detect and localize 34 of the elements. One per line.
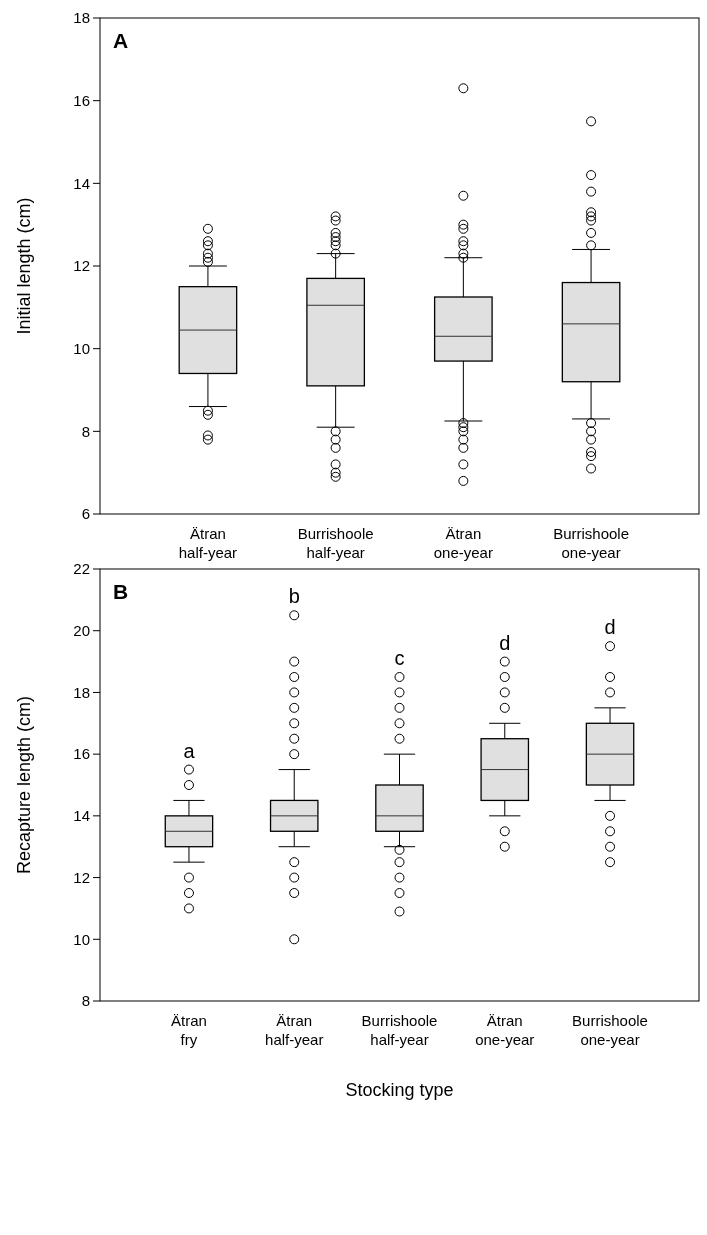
annotation: a [183,739,196,762]
x-tick-label: Burrishoole one-year [553,525,630,561]
x-tick-label: Burrishoole half-year [361,1012,438,1048]
y-tick-label: 12 [73,257,90,275]
y-axis-title: Initial length (cm) [14,197,34,335]
y-tick-label: 18 [73,9,90,27]
x-tick-label: Ätran fry [171,1012,207,1048]
y-tick-label: 22 [73,560,90,578]
x-tick-label: Ätran one-year [475,1012,535,1048]
y-tick-label: 10 [73,930,90,948]
x-tick-label: Burrishoole half-year [297,525,374,561]
x-tick-label: Ätran half-year [265,1012,324,1048]
y-tick-label: 16 [73,91,90,109]
y-tick-label: 8 [81,422,90,440]
x-tick-label: Ätran half-year [178,525,238,561]
y-axis-title: Recapture length (cm) [14,695,34,875]
text: A [113,29,129,52]
annotation: c [394,647,405,669]
y-tick-label: 8 [81,992,90,1010]
y-tick-label: 10 [73,339,90,357]
y-tick-label: 14 [73,174,90,192]
y-tick-label: 16 [73,745,90,763]
x-axis-title: Stocking type [345,1080,454,1100]
y-tick-label: 18 [73,683,90,701]
y-tick-label: 20 [73,621,90,639]
annotation: d [499,631,511,654]
text: B [113,580,129,603]
annotation: d [604,616,616,639]
y-tick-label: 14 [73,807,90,825]
x-tick-label: Burrishoole one-year [572,1012,648,1048]
x-tick-label: Ätran one-year [433,525,493,561]
y-tick-label: 6 [81,505,90,523]
annotation: b [288,585,300,608]
y-tick-label: 12 [73,868,90,886]
